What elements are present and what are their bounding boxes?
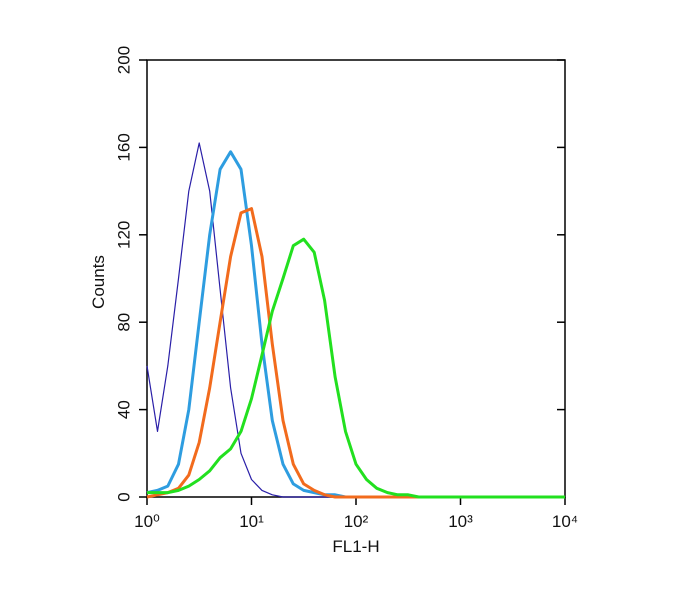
histogram-line — [146, 150, 565, 499]
y-tick-label: 120 — [114, 221, 133, 249]
x-axis-label: FL1-H — [332, 537, 379, 556]
x-tick-label: 10⁴ — [552, 512, 578, 531]
histogram-line — [146, 207, 565, 499]
y-tick-label: 0 — [114, 492, 133, 501]
histogram-line — [147, 237, 565, 499]
x-tick-label: 10³ — [448, 512, 473, 531]
y-tick-label: 40 — [114, 400, 133, 419]
x-tick-label: 10⁰ — [134, 512, 160, 531]
x-tick-label: 10¹ — [239, 512, 264, 531]
y-tick-label: 200 — [114, 46, 133, 74]
x-tick-label: 10² — [344, 512, 369, 531]
plot-frame — [146, 59, 566, 498]
y-axis-label: Counts — [89, 255, 108, 309]
y-tick-label: 80 — [114, 313, 133, 332]
histogram-line — [146, 142, 565, 498]
y-tick-label: 160 — [114, 133, 133, 161]
